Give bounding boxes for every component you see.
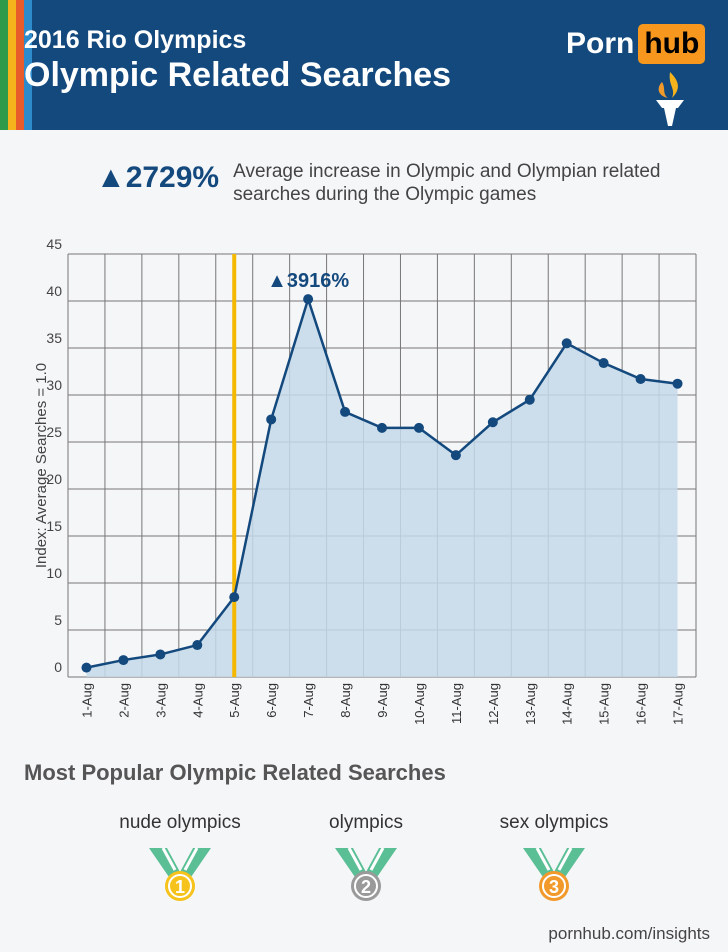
medal-label-2: olympics: [329, 812, 403, 833]
y-tick-label: 45: [46, 236, 62, 252]
data-point: [635, 374, 646, 385]
y-tick-label: 20: [46, 471, 62, 487]
data-point: [598, 358, 609, 369]
x-tick-label: 3-Aug: [153, 683, 168, 718]
medal-label-1: nude olympics: [119, 812, 241, 833]
x-tick-label: 6-Aug: [264, 683, 279, 718]
data-point: [155, 649, 166, 660]
stat-value: ▲2729%: [96, 161, 220, 194]
bronze-medal-icon: 3: [523, 847, 585, 901]
data-point: [524, 394, 535, 405]
y-tick-label: 25: [46, 424, 62, 440]
y-tick-label: 15: [46, 518, 62, 534]
title-line1: 2016 Rio Olympics: [24, 26, 247, 54]
data-point: [266, 414, 277, 425]
x-tick-label: 1-Aug: [79, 683, 94, 718]
title-line2: Olympic Related Searches: [24, 56, 452, 94]
x-tick-label: 16-Aug: [634, 683, 649, 725]
x-tick-label: 12-Aug: [486, 683, 501, 725]
x-tick-label: 2-Aug: [116, 683, 131, 718]
data-point: [192, 640, 203, 651]
data-point: [340, 406, 351, 417]
y-tick-label: 10: [46, 565, 62, 581]
logo-text-right: hub: [638, 24, 706, 64]
popular-heading: Most Popular Olympic Related Searches: [24, 760, 446, 785]
logo-text-left: Porn: [566, 27, 635, 60]
x-tick-label: 17-Aug: [671, 683, 686, 725]
x-tick-label: 8-Aug: [338, 683, 353, 718]
y-axis-label: Index: Average Searches = 1.0: [33, 363, 50, 568]
data-point: [413, 422, 424, 433]
x-tick-label: 15-Aug: [597, 683, 612, 725]
stat-block: ▲2729% Average increase in Olympic and O…: [96, 160, 663, 206]
medal-item-1: nude olympics 1: [90, 812, 270, 909]
torch-icon: [656, 72, 684, 126]
stat-description: Average increase in Olympic and Olympian…: [233, 161, 661, 205]
medal-rank-1: 1: [175, 877, 185, 897]
x-tick-label: 14-Aug: [560, 683, 575, 725]
header-banner: 2016 Rio Olympics Olympic Related Search…: [0, 0, 728, 130]
y-tick-label: 35: [46, 330, 62, 346]
x-tick-label: 10-Aug: [412, 683, 427, 725]
data-point: [229, 592, 240, 603]
medal-item-2: olympics 2: [276, 812, 456, 909]
searches-chart: 0 5 10 15 20 25 30 35 40 45 1-Aug 2-Aug 3-Aug 4-Aug 5-…: [33, 236, 697, 725]
y-tick-label: 5: [54, 612, 62, 628]
x-tick-label: 9-Aug: [375, 683, 390, 718]
peak-annotation: ▲3916%: [267, 270, 349, 292]
y-tick-label: 40: [46, 283, 62, 299]
silver-medal-icon: 2: [335, 847, 397, 901]
data-point: [81, 662, 92, 673]
medal-label-3: sex olympics: [499, 812, 609, 833]
data-point: [303, 294, 314, 305]
data-point: [118, 655, 129, 666]
x-tick-label: 13-Aug: [523, 683, 538, 725]
data-point: [561, 338, 572, 349]
logo: Porn hub: [566, 24, 706, 64]
medal-rank-2: 2: [361, 877, 371, 897]
x-tick-label: 11-Aug: [449, 683, 464, 724]
footer-url: pornhub.com/insights: [548, 924, 710, 943]
x-tick-label: 4-Aug: [190, 683, 205, 718]
data-point: [487, 417, 498, 428]
medal-item-3: sex olympics 3: [464, 812, 644, 909]
color-stripes: [0, 0, 32, 130]
y-tick-label: 0: [54, 659, 62, 675]
gold-medal-icon: 1: [149, 847, 211, 901]
x-tick-label: 5-Aug: [227, 683, 242, 718]
medal-rank-3: 3: [549, 877, 559, 897]
data-point: [377, 422, 387, 433]
x-tick-label: 7-Aug: [301, 683, 316, 718]
area-fill: [86, 299, 678, 677]
data-point: [450, 450, 461, 461]
data-point: [672, 378, 683, 389]
y-tick-label: 30: [46, 377, 62, 393]
